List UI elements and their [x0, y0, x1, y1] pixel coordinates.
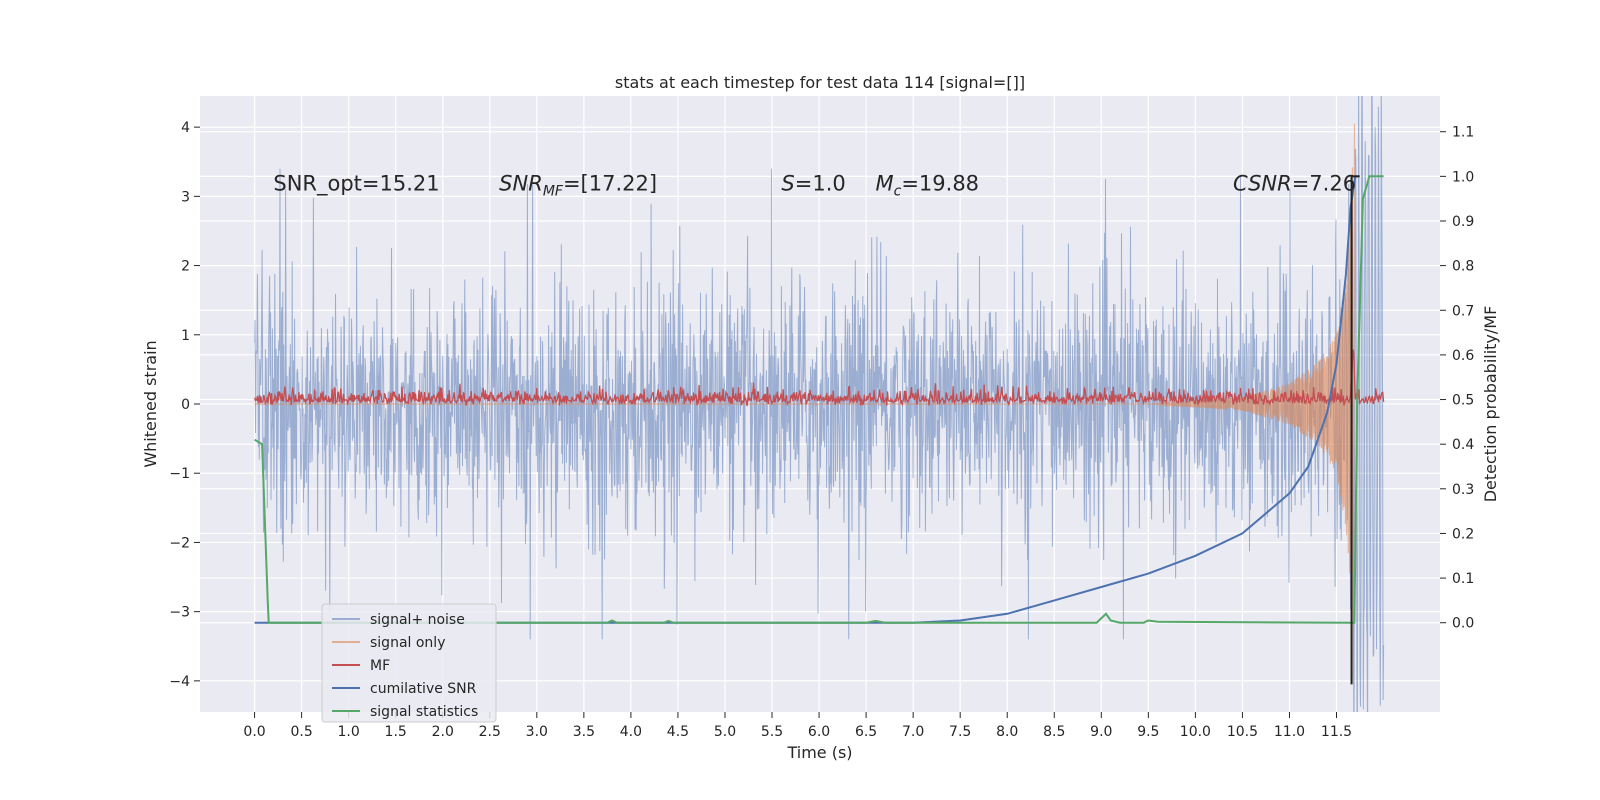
x-tick-label: 4.5 [667, 724, 689, 740]
x-tick-label: 7.5 [949, 724, 971, 740]
x-tick-label: 9.0 [1090, 724, 1112, 740]
annotation-0: SNR_opt=15.21 [273, 172, 439, 197]
x-tick-label: 5.5 [761, 724, 783, 740]
y-right-tick-label: 0.0 [1452, 616, 1474, 632]
y-right-tick-label: 1.1 [1452, 125, 1474, 141]
legend-label: signal statistics [370, 704, 478, 720]
series-signal-statistics [254, 175, 1384, 624]
y-right-tick-label: 0.6 [1452, 348, 1474, 364]
x-tick-label: 4.0 [620, 724, 642, 740]
y-tick-label: 2 [181, 259, 190, 275]
x-tick-label: 10.0 [1180, 724, 1211, 740]
x-tick-label: 6.0 [808, 724, 830, 740]
y-axis-left: 4 3 2 1 0 −1 −2 −3 −4 [169, 120, 200, 690]
chart-title: stats at each timestep for test data 114… [615, 73, 1025, 92]
x-tick-label: 11.5 [1321, 724, 1352, 740]
y-tick-label: −4 [169, 674, 190, 690]
x-tick-label: 9.5 [1137, 724, 1159, 740]
y-tick-label: −3 [169, 605, 190, 621]
x-axis-label: Time (s) [786, 743, 852, 762]
annotation-4: CSNR=7.26 [1233, 172, 1356, 196]
x-axis: 0.0 0.5 1.0 1.5 2.0 2.5 3.0 3.5 4.0 4.5 5.0 5.5 6.0 6… [243, 712, 1352, 740]
y-tick-label: −2 [169, 535, 190, 551]
series-layer [253, 96, 1385, 712]
series-signal-only [1007, 123, 1355, 685]
series-signal-noise [254, 96, 1385, 712]
y-axis-right-label: Detection probability/MF [1481, 306, 1500, 503]
x-tick-label: 8.5 [1043, 724, 1065, 740]
x-tick-label: 8.0 [996, 724, 1018, 740]
x-tick-label: 1.0 [338, 724, 360, 740]
annotation-1: SNRMF=[17.22] [499, 172, 657, 200]
y-axis-label: Whitened strain [141, 340, 160, 467]
y-right-tick-label: 0.9 [1452, 214, 1474, 230]
y-right-tick-label: 0.3 [1452, 482, 1474, 498]
legend-label: cumilative SNR [370, 681, 477, 697]
x-tick-label: 2.0 [432, 724, 454, 740]
x-tick-label: 0.0 [243, 724, 265, 740]
x-tick-label: 3.5 [573, 724, 595, 740]
y-tick-label: 4 [181, 120, 190, 136]
legend-label: signal only [370, 635, 445, 651]
x-tick-label: 7.0 [902, 724, 924, 740]
series-cumulative-snr [254, 175, 1360, 624]
series-mf [253, 349, 1385, 407]
x-tick-label: 1.5 [385, 724, 407, 740]
y-right-tick-label: 0.1 [1452, 571, 1474, 587]
x-tick-label: 5.0 [714, 724, 736, 740]
y-right-tick-label: 1.0 [1452, 169, 1474, 185]
legend-label: MF [370, 658, 390, 674]
y-right-tick-label: 0.7 [1452, 303, 1474, 319]
y-tick-label: −1 [169, 466, 190, 482]
x-tick-label: 3.0 [526, 724, 548, 740]
annotation-3: Mc=19.88 [876, 172, 980, 200]
y-right-tick-label: 0.4 [1452, 437, 1474, 453]
annotation-2: S=1.0 [781, 172, 845, 196]
y-right-tick-label: 0.8 [1452, 259, 1474, 275]
y-right-tick-label: 0.2 [1452, 526, 1474, 542]
y-right-tick-label: 0.5 [1452, 393, 1474, 409]
legend-label: signal+ noise [370, 612, 465, 628]
x-tick-label: 0.5 [290, 724, 312, 740]
x-tick-label: 11.0 [1274, 724, 1305, 740]
y-tick-label: 0 [181, 397, 190, 413]
annotations: SNR_opt=15.21 SNRMF=[17.22] S=1.0 Mc=19.88 C… [273, 172, 1356, 200]
y-tick-label: 3 [181, 189, 190, 205]
x-tick-label: 2.5 [479, 724, 501, 740]
y-tick-label: 1 [181, 328, 190, 344]
legend-box [321, 603, 497, 723]
x-tick-label: 6.5 [855, 724, 877, 740]
x-tick-label: 10.5 [1227, 724, 1258, 740]
y-axis-right: 1.1 1.0 0.9 0.8 0.7 0.6 0.5 0.4 0.3 0.2 0.1 0.0 [1440, 125, 1474, 632]
legend: signal+ noise signal only MF cumilative SNR… [321, 603, 497, 723]
